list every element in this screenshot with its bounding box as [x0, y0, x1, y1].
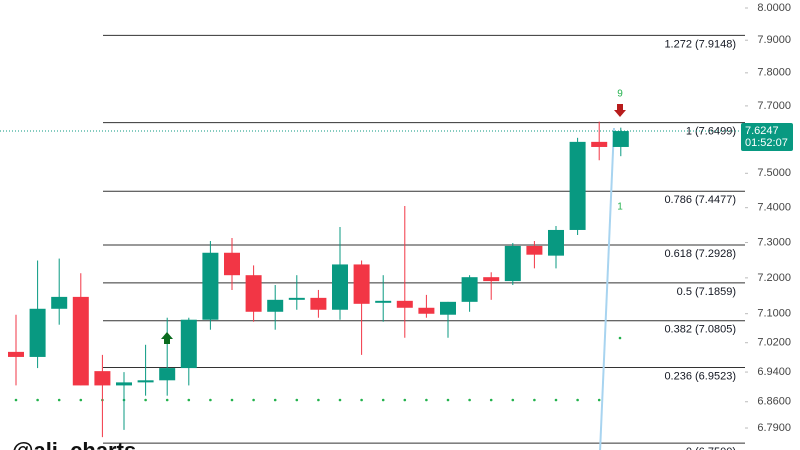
annotation: 1 [617, 202, 623, 213]
indicator-dot [187, 398, 191, 402]
indicator-dot [338, 398, 342, 402]
indicator-dot [230, 398, 234, 402]
sell-arrow [614, 104, 626, 117]
fib-label: 1 (7.6499) [686, 126, 736, 138]
indicator-dot [554, 398, 558, 402]
y-tick-label: 7.1000 [757, 308, 791, 320]
indicator-dot [597, 398, 601, 402]
indicator-dot [57, 398, 61, 402]
buy-arrow [161, 332, 173, 344]
countdown-label: 01:52:07 [745, 137, 788, 149]
y-tick-label: 6.8600 [757, 396, 791, 408]
annotation: 9 [617, 89, 623, 100]
indicator-dot [144, 398, 147, 402]
candle-body [94, 371, 111, 386]
indicator-dot [425, 398, 428, 402]
candle-body [548, 229, 564, 256]
y-tick-label: 6.9400 [757, 366, 791, 378]
indicator-dot [360, 398, 363, 402]
candle-body [267, 299, 284, 312]
fib-label: 0.618 (7.2928) [664, 248, 736, 260]
candle-body [483, 277, 500, 282]
indicator-dot [165, 398, 169, 402]
candle-body [461, 277, 478, 302]
candle-body [591, 141, 608, 147]
indicator-dot [381, 398, 385, 402]
candle-body [526, 245, 543, 255]
candle-body [224, 252, 240, 276]
y-tick-label: 7.9000 [757, 34, 791, 46]
indicator-dot [252, 398, 255, 402]
fib-label: 0.236 (6.9523) [664, 370, 736, 382]
candle-body [569, 141, 586, 230]
candle-body [288, 297, 305, 300]
y-tick-label: 7.3000 [757, 236, 791, 248]
y-tick-label: 7.2000 [757, 272, 791, 284]
indicator-dot [14, 398, 18, 402]
y-tick-label: 8.0000 [757, 2, 791, 14]
indicator-dot [36, 398, 39, 402]
y-tick-label: 7.4000 [757, 202, 791, 214]
candle-body [72, 296, 89, 386]
candle-body [29, 308, 46, 357]
price-label: 7.6247 [745, 125, 779, 137]
fib-label: 1.272 (7.9148) [664, 38, 736, 50]
indicator-dot [468, 398, 471, 402]
candle-body [612, 131, 629, 147]
candle-body [353, 264, 370, 304]
candle-body [332, 264, 348, 310]
candle-body [51, 296, 68, 309]
indicator-dot [618, 336, 622, 340]
indicator-dot [79, 398, 83, 402]
indicator-dot [317, 398, 320, 402]
indicator-dot [489, 398, 493, 402]
candle-body [440, 301, 456, 315]
y-tick-label: 7.8000 [757, 67, 791, 79]
fib-label: 0 (6.7500) [686, 446, 736, 450]
indicator-dot [533, 398, 536, 402]
trend-line [599, 127, 615, 450]
candle-body [504, 245, 521, 282]
indicator-dot [511, 398, 515, 402]
candle-body [375, 300, 392, 303]
candle-body [245, 275, 262, 312]
indicator-dot [273, 398, 277, 402]
candle-body [202, 252, 219, 320]
price-label-box [741, 123, 793, 152]
y-tick-label: 7.7000 [757, 100, 791, 112]
candle-body [116, 382, 132, 386]
indicator-dot [295, 398, 299, 402]
candle-body [8, 351, 24, 357]
indicator-dot [576, 398, 579, 402]
y-tick-label: 7.0200 [757, 337, 791, 349]
candle-body [159, 368, 176, 381]
watermark: @ali_charts [12, 438, 136, 450]
candle-body [180, 319, 197, 369]
fib-label: 0.5 (7.1859) [677, 286, 736, 298]
indicator-dot [209, 398, 212, 402]
y-tick-label: 7.5000 [757, 167, 791, 179]
fib-label: 0.382 (7.0805) [664, 324, 736, 336]
candle-body [310, 297, 327, 310]
candle-body [418, 307, 435, 314]
y-tick-label: 6.7900 [757, 422, 791, 434]
indicator-dot [403, 398, 407, 402]
fib-label: 0.786 (7.4477) [664, 194, 736, 206]
indicator-dot [446, 398, 450, 402]
candle-body [137, 380, 154, 383]
candle-body [396, 300, 413, 308]
